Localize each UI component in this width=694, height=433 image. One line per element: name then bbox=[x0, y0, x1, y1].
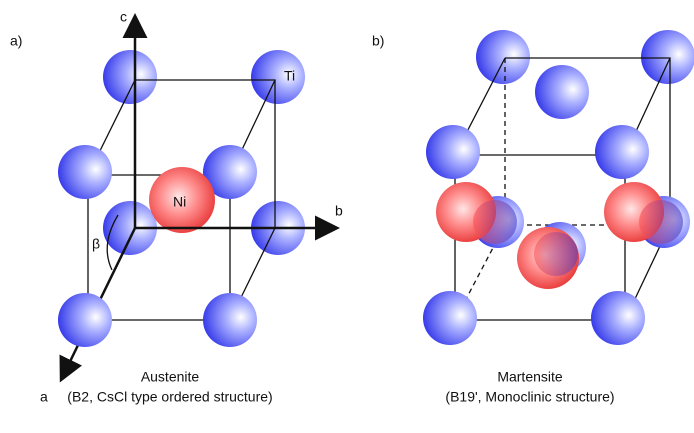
ti-atom bbox=[641, 30, 694, 84]
ti-atom bbox=[58, 293, 112, 347]
ti-atom bbox=[535, 65, 589, 119]
atom-label: Ni bbox=[173, 194, 186, 210]
ti-atom bbox=[426, 125, 480, 179]
ti-atom bbox=[203, 293, 257, 347]
panel-label: b) bbox=[372, 33, 384, 49]
angle-label: β bbox=[92, 236, 100, 252]
ti-atom bbox=[591, 291, 645, 345]
atom-label: Ti bbox=[284, 68, 295, 84]
diagram: a) c b a β Ti Ni Austenite (B2, CsCl typ… bbox=[0, 0, 694, 433]
axis-label: b bbox=[335, 203, 343, 219]
martensite-cell: b) Martensite (B19', Monoclinic structur… bbox=[372, 30, 694, 405]
ti-atom bbox=[595, 125, 649, 179]
axis-label: a bbox=[40, 389, 48, 405]
ti-atom bbox=[423, 291, 477, 345]
ti-atom bbox=[476, 30, 530, 84]
panel-label: a) bbox=[10, 33, 22, 49]
ti-atom bbox=[58, 145, 112, 199]
caption-title: Austenite bbox=[141, 369, 200, 385]
caption-title: Martensite bbox=[497, 369, 563, 385]
caption-subtitle: (B19', Monoclinic structure) bbox=[445, 389, 614, 405]
overlap bbox=[534, 232, 578, 276]
ti-atom bbox=[103, 50, 157, 104]
overlap bbox=[473, 200, 517, 244]
axis-label: c bbox=[120, 9, 127, 25]
austenite-cell: a) c b a β Ti Ni Austenite (B2, CsCl typ… bbox=[10, 9, 343, 405]
ti-atom bbox=[251, 50, 305, 104]
overlap bbox=[639, 200, 683, 244]
caption-subtitle: (B2, CsCl type ordered structure) bbox=[67, 389, 272, 405]
